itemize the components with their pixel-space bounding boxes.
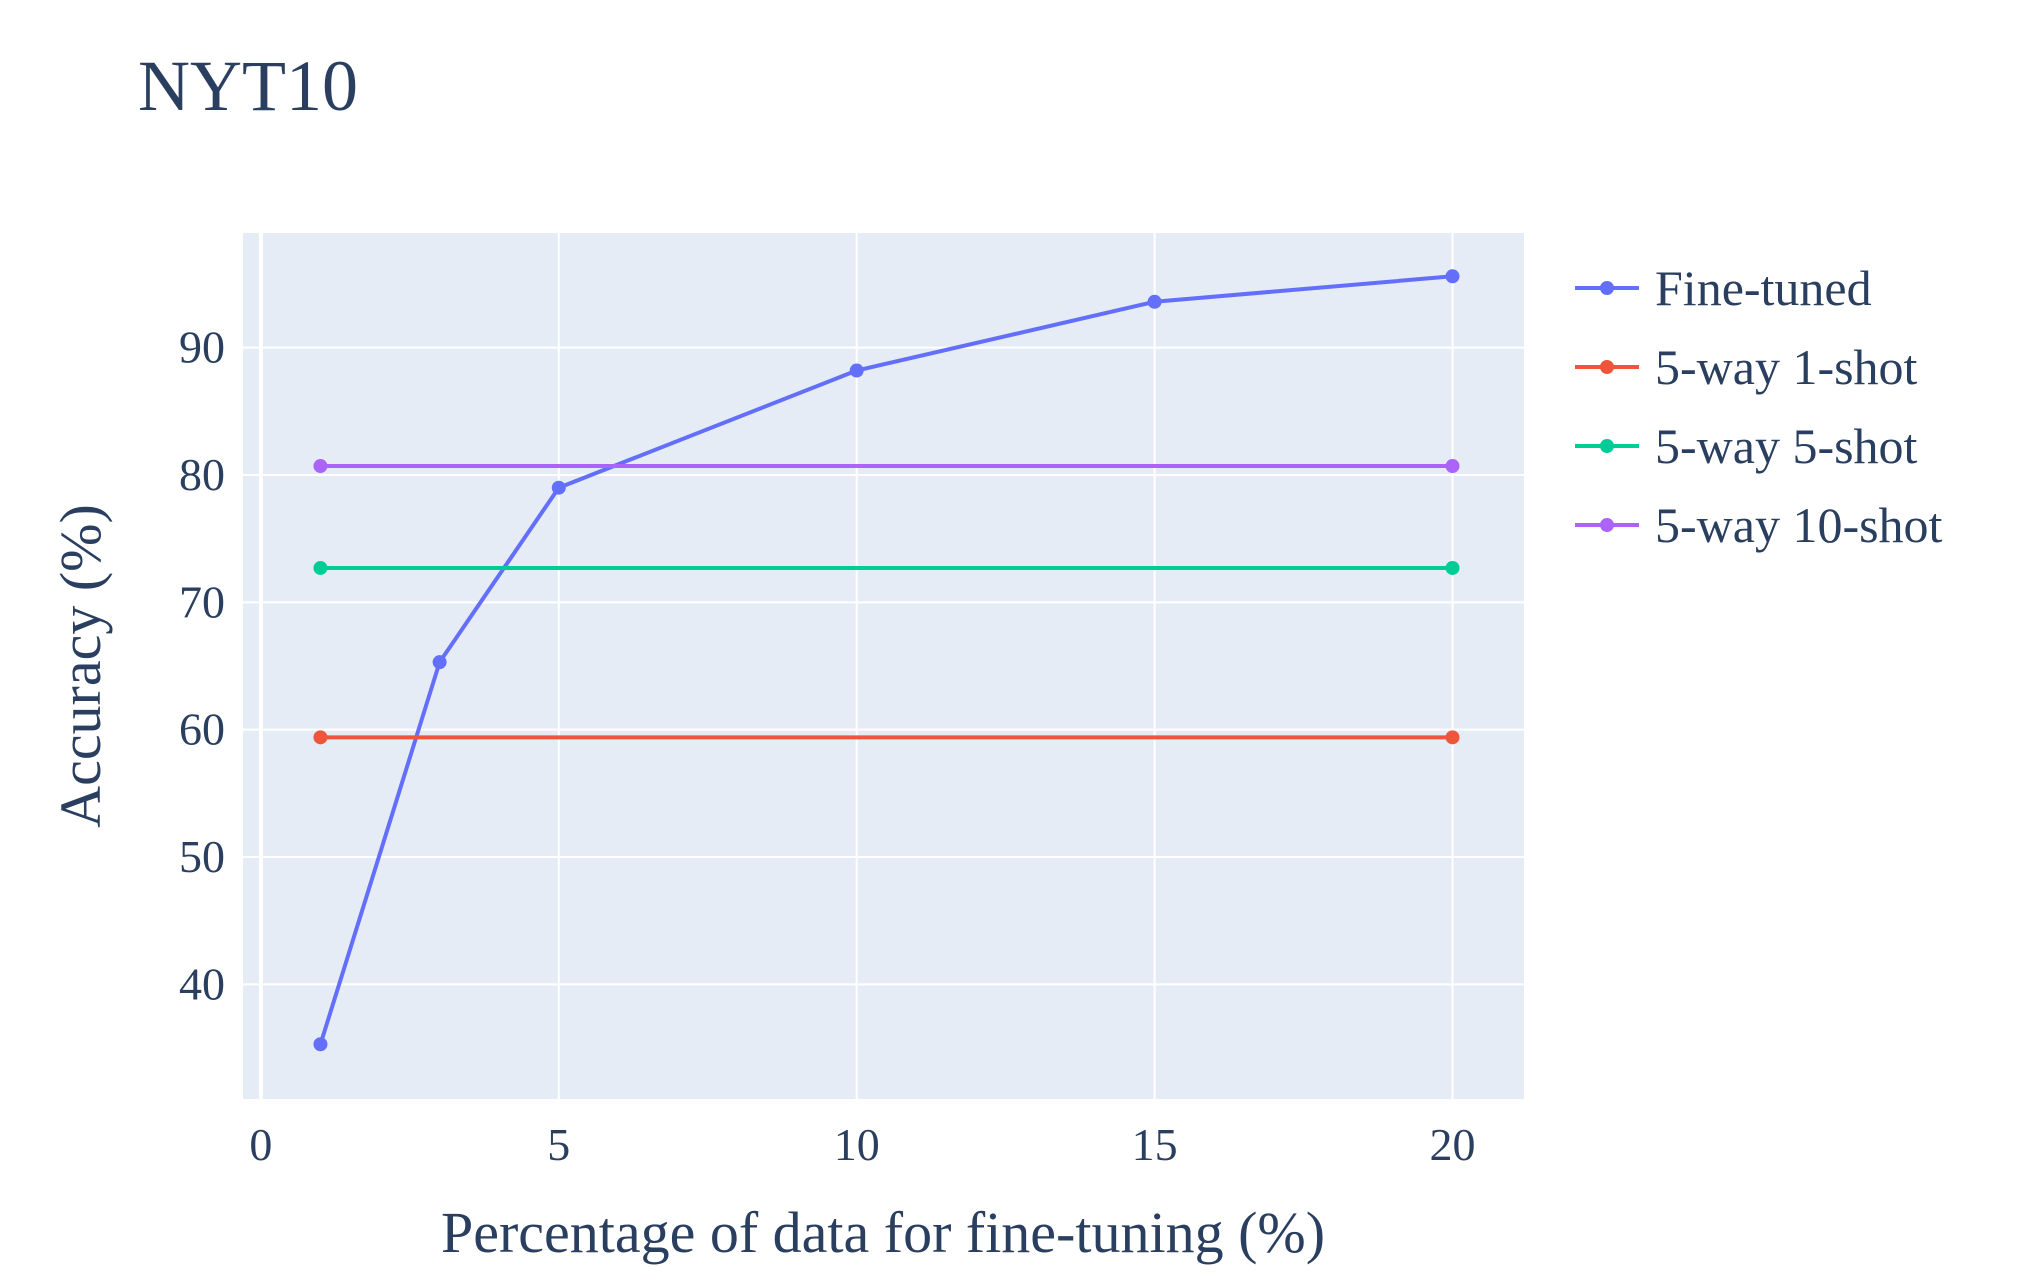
x-tick-label: 0	[249, 1119, 272, 1170]
data-point	[1445, 459, 1460, 474]
series-layer	[313, 269, 1460, 1052]
y-tick-label: 80	[179, 449, 225, 500]
series-4	[313, 459, 1460, 474]
data-point	[551, 480, 566, 495]
series-2	[313, 730, 1460, 745]
x-tick-label: 5	[547, 1119, 570, 1170]
data-point	[849, 363, 864, 378]
x-tick-label: 15	[1132, 1119, 1178, 1170]
legend-label: 5-way 5-shot	[1655, 418, 1918, 474]
y-tick-label: 40	[179, 958, 225, 1009]
legend-item: 5-way 1-shot	[1575, 339, 1918, 395]
legend-item: 5-way 5-shot	[1575, 418, 1918, 474]
x-tick-label: 10	[834, 1119, 880, 1170]
series-1	[313, 269, 1460, 1052]
y-tick-label: 50	[179, 831, 225, 882]
tick-labels: 0 5 10 15 20 40 50 60 70 80 90	[179, 322, 1476, 1170]
y-axis-title: Accuracy (%)	[48, 504, 113, 828]
legend-item: Fine-tuned	[1575, 260, 1872, 316]
legend-marker	[1600, 360, 1614, 374]
data-point	[1445, 730, 1460, 745]
series-line	[318, 274, 1453, 1045]
legend-marker	[1600, 439, 1614, 453]
data-point	[313, 459, 328, 474]
data-point	[313, 730, 328, 745]
data-point	[1445, 560, 1460, 575]
legend-label: 5-way 1-shot	[1655, 339, 1918, 395]
y-tick-label: 90	[179, 322, 225, 373]
y-tick-label: 70	[179, 576, 225, 627]
series-3	[313, 560, 1460, 575]
legend-item: 5-way 10-shot	[1575, 497, 1943, 553]
data-point	[432, 655, 447, 670]
x-axis-title: Percentage of data for fine-tuning (%)	[441, 1200, 1325, 1265]
plot-area	[243, 233, 1524, 1099]
data-point	[313, 1037, 328, 1052]
legend-label: 5-way 10-shot	[1655, 497, 1943, 553]
data-point	[1147, 294, 1162, 309]
x-tick-label: 20	[1430, 1119, 1476, 1170]
data-point	[313, 560, 328, 575]
chart-title: NYT10	[138, 46, 358, 126]
y-tick-label: 60	[179, 704, 225, 755]
legend-label: Fine-tuned	[1655, 260, 1872, 316]
data-point	[1445, 269, 1460, 284]
legend-marker	[1600, 281, 1614, 295]
legend: Fine-tuned 5-way 1-shot 5-way 5-shot 5-way …	[1575, 260, 1943, 553]
legend-marker	[1600, 518, 1614, 532]
